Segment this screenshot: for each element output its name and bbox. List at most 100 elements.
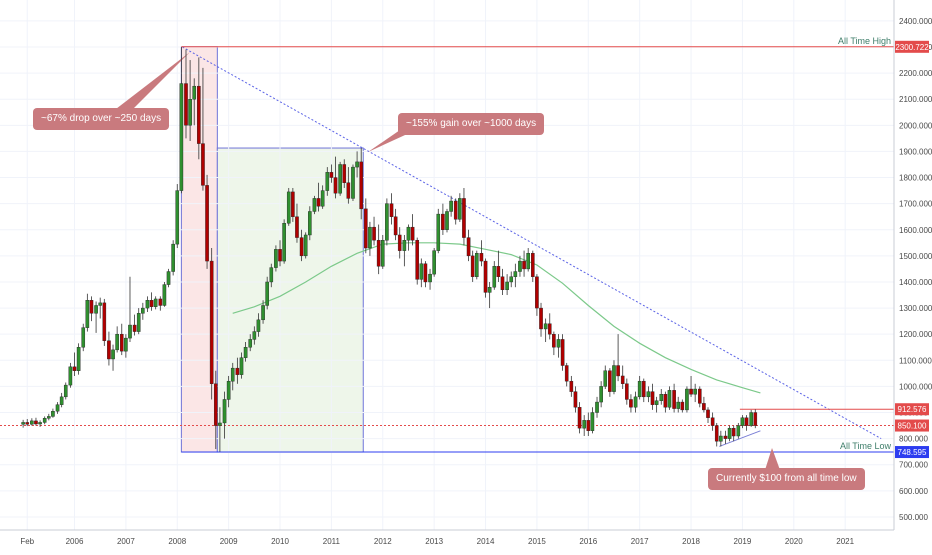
price-tick-label: 1700.000 [899,200,932,209]
candle-up [475,250,479,280]
candle-body [423,263,428,283]
candle-body [226,380,231,400]
candle-up [136,308,141,335]
resistance-tag-bg [895,403,929,416]
candle-up [419,258,424,288]
candle-body [620,375,625,384]
candle-up [543,318,548,343]
candle-body [697,388,702,404]
trendline [182,46,882,440]
candle-body [573,391,578,408]
candle-body [475,253,479,277]
candle-up [406,224,411,251]
candle-body [145,300,150,309]
candle-body [458,198,462,220]
candle-up [21,419,25,428]
candle-body [586,420,591,431]
candle-up [282,219,286,264]
candle-down [299,229,304,262]
candle-body [710,417,715,426]
candle-body [629,399,633,408]
candle-down [149,292,154,311]
candle-body [646,391,651,398]
price-tick-label: 500.000 [899,513,928,522]
time-tick-label: 2020 [785,537,803,546]
candle-body [513,271,518,277]
candle-body [740,417,745,426]
candle-body [560,339,565,366]
all-time-low-tag-bg [895,446,929,459]
candle-up [308,206,312,241]
price-tick-label: 2000.000 [899,121,932,130]
candle-down [531,250,535,282]
candle-down [710,412,715,431]
candle-body [376,239,381,267]
candle-up [243,342,248,362]
candle-up [179,46,184,194]
resistance-tag-text: 912.576 [898,405,927,414]
candle-up [94,301,98,333]
candle-down [25,419,30,427]
candle-body [38,422,42,425]
candle-body [115,333,119,351]
annotation-drop: ~67% drop over ~250 days [33,108,170,130]
candle-down [522,250,526,277]
price-tick-label: 2100.000 [899,95,932,104]
candle-down [346,167,351,204]
candle-up [685,386,689,413]
candle-body [192,85,197,100]
candle-body [364,208,368,249]
candle-up [141,302,145,320]
candle-up [612,360,616,395]
all-time-high-label: All Time High [838,36,891,46]
candle-up [312,195,317,215]
candle-body [543,323,548,330]
candle-body [218,422,222,426]
candle-up [76,343,81,375]
candle-body [706,409,710,418]
candle-up [68,362,73,388]
candle-body [492,266,497,288]
candle-down [702,396,706,413]
candle-body [522,260,526,270]
candle-down [278,240,282,267]
candle-down [629,394,633,413]
candle-body [385,203,389,241]
candle-body [282,223,286,262]
candle-down [34,417,38,426]
annotation-drop-pointer [112,52,190,112]
candle-body [518,260,522,272]
candle-down [608,368,612,397]
candle-down [616,334,620,382]
candle-body [25,422,30,425]
candle-body [526,253,530,270]
candles [21,46,758,452]
candle-down [441,203,445,235]
candle-down [359,148,363,220]
candle-up [218,407,222,452]
candle-body [230,367,235,382]
candle-body [359,161,363,210]
time-tick-label: 2013 [425,537,443,546]
candle-up [582,415,586,437]
candle-up [595,396,599,418]
candle-up [230,362,235,391]
candle-body [531,253,535,277]
candle-down [714,422,719,447]
candle-down [569,375,574,397]
resistance-tag: 912.576 [895,403,929,416]
level-labels: All Time High All Time Low 2300.722 912.576… [838,36,929,459]
candle-body [436,213,441,251]
candle-up [727,425,732,442]
candle-body [539,307,543,330]
candle-down [573,386,578,413]
candle-body [552,333,556,348]
candle-body [141,307,145,314]
candle-up [55,402,60,414]
candle-body [723,435,728,439]
candle-body [201,143,205,186]
candle-down [372,216,376,246]
candle-body [72,366,77,371]
candle-body [34,420,38,425]
candle-body [667,390,672,408]
